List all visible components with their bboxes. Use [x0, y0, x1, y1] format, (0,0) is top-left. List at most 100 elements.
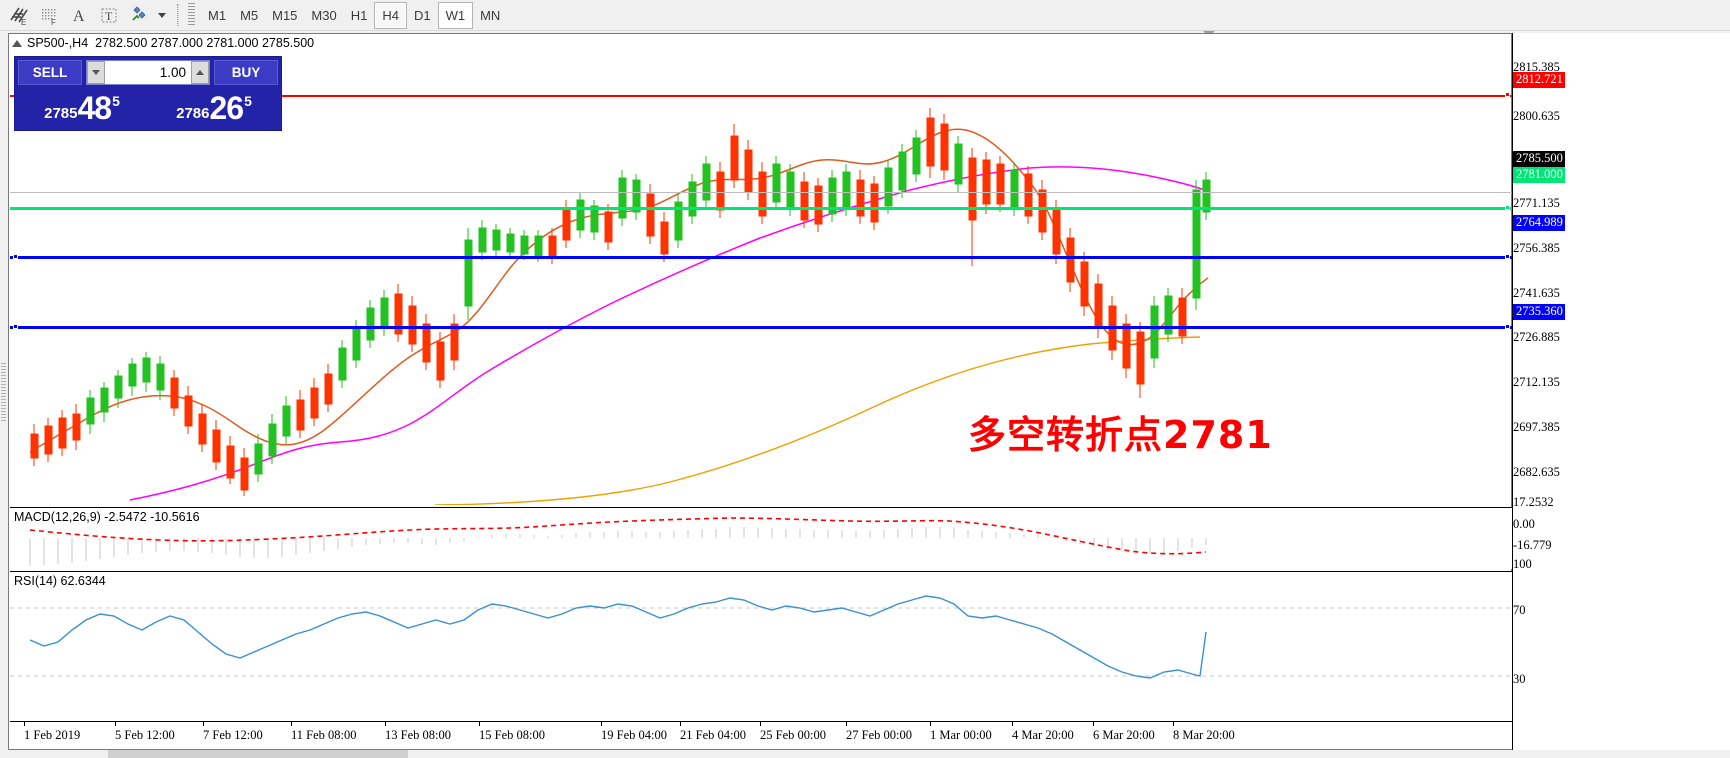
sell-price-value: 48 [77, 90, 112, 126]
timeframe-h4[interactable]: H4 [374, 1, 407, 29]
buy-price-value: 26 [209, 90, 244, 126]
timeframe-h1[interactable]: H1 [350, 7, 368, 23]
volume-increase-button[interactable] [191, 61, 209, 84]
price-tick-2712: 2712.135 [1513, 375, 1560, 389]
support-line-2735[interactable] [10, 326, 1512, 329]
time-tick [601, 722, 602, 726]
buy-button[interactable]: BUY [214, 60, 278, 85]
trade-panel-controls: SELL 1.00 BUY [15, 57, 281, 85]
macd-tick-zero: 0.00 [1513, 517, 1535, 531]
time-label-12: 6 Mar 20:00 [1093, 728, 1155, 742]
volume-input[interactable]: 1.00 [105, 61, 191, 84]
left-grip[interactable] [1, 363, 6, 423]
text-tool-icon[interactable]: A [64, 2, 94, 29]
time-tick [291, 722, 292, 726]
price-tag-2735[interactable]: 2735.360 [1513, 304, 1565, 320]
price-tick-2756: 2756.385 [1513, 241, 1560, 255]
macd-tick-min: -16.779 [1513, 538, 1552, 552]
current-price-line [10, 192, 1512, 193]
time-tick [930, 722, 931, 726]
svg-text:F: F [51, 18, 56, 26]
symbol-label: SP500-,H4 [27, 36, 89, 50]
support-line-2764-handle-left[interactable] [13, 254, 18, 259]
volume-decrease-button[interactable] [87, 61, 105, 84]
price-tag-2764[interactable]: 2764.989 [1513, 215, 1565, 231]
rsi-indicator-label: RSI(14) 62.6344 [14, 574, 106, 588]
rsi-tick-30: 30 [1513, 672, 1526, 686]
scrollbar-thumb[interactable] [108, 750, 408, 758]
chart-area[interactable]: SP500-,H4 2782.500 2787.000 2781.000 278… [8, 33, 1512, 750]
support-line-2764-handle-right[interactable] [1505, 254, 1510, 259]
price-tick-2815: 2815.385 [1513, 60, 1560, 74]
resistance-line-2812[interactable] [10, 95, 1512, 97]
timeframe-m1[interactable]: M1 [208, 7, 227, 23]
time-label-5: 15 Feb 08:00 [479, 728, 545, 742]
timeframe-w1[interactable]: W1 [437, 1, 474, 29]
time-tick [479, 722, 480, 726]
buy-price-pip: 5 [244, 93, 252, 109]
macd-indicator-label: MACD(12,26,9) -2.5472 -10.5616 [14, 510, 200, 524]
time-tick [846, 722, 847, 726]
timeframe-d1[interactable]: D1 [413, 7, 431, 23]
collapse-triangle-icon[interactable] [12, 39, 22, 47]
chart-annotation-text[interactable]: 多空转折点2781 [968, 413, 1273, 457]
time-label-11: 4 Mar 20:00 [1012, 728, 1074, 742]
timeframe-mn[interactable]: MN [480, 7, 501, 23]
buy-price-display[interactable]: 2786 26 5 [150, 87, 278, 126]
horizontal-scrollbar[interactable] [8, 750, 1730, 758]
price-tick-2741: 2741.635 [1513, 286, 1560, 300]
macd-tick-max: 17.2532 [1513, 495, 1554, 509]
time-label-9: 27 Feb 00:00 [846, 728, 912, 742]
time-label-2: 7 Feb 12:00 [203, 728, 263, 742]
time-label-0: 1 Feb 2019 [24, 728, 81, 742]
chevron-down-icon [158, 12, 166, 18]
grid-icon[interactable]: F [34, 2, 64, 29]
chevron-down-icon [92, 70, 100, 75]
time-tick [115, 722, 116, 726]
macd-svg [29, 517, 1207, 566]
indicators-icon[interactable]: E [4, 2, 34, 29]
chart-canvas[interactable]: 多空转折点2781 [10, 52, 1512, 750]
sell-button[interactable]: SELL [18, 60, 82, 85]
svg-text:E: E [21, 18, 26, 26]
one-click-trading-panel[interactable]: SELL 1.00 BUY 2785 48 5 2786 26 5 [14, 56, 282, 131]
price-tick-2726: 2726.885 [1513, 330, 1560, 344]
support-line-2735-handle-left[interactable] [13, 324, 18, 329]
time-axis[interactable]: 1 Feb 2019 5 Feb 12:00 7 Feb 12:00 11 Fe… [10, 721, 1512, 749]
support-line-2764[interactable] [10, 256, 1512, 259]
symbol-header: SP500-,H4 2782.500 2787.000 2781.000 278… [9, 34, 1511, 52]
timeframe-m15[interactable]: M15 [272, 7, 298, 23]
toolbar-grip[interactable] [188, 3, 195, 27]
resistance-line-2812-handle[interactable] [1505, 92, 1510, 97]
sell-price-display[interactable]: 2785 48 5 [18, 87, 146, 126]
time-label-8: 25 Feb 00:00 [760, 728, 826, 742]
left-edge-strip [0, 33, 8, 750]
volume-stepper[interactable]: 1.00 [86, 60, 210, 85]
rsi-svg [10, 595, 1512, 679]
sell-price-pip: 5 [112, 93, 120, 109]
timeframe-m5[interactable]: M5 [240, 7, 259, 23]
pivot-line-2781[interactable] [10, 207, 1512, 210]
price-tag-2781[interactable]: 2781.000 [1513, 167, 1565, 183]
text-label-icon[interactable]: T [94, 2, 124, 29]
time-tick [385, 722, 386, 726]
objects-dropdown-icon[interactable] [154, 2, 170, 29]
svg-text:T: T [105, 9, 113, 23]
pivot-line-2781-handle[interactable] [1505, 205, 1510, 210]
timeframe-m30[interactable]: M30 [311, 7, 337, 23]
price-tag-2812[interactable]: 2812.721 [1513, 72, 1565, 88]
time-tick [760, 722, 761, 726]
rsi-pane[interactable]: RSI(14) 62.6344 [10, 571, 1512, 722]
time-label-4: 13 Feb 08:00 [385, 728, 451, 742]
price-scale[interactable]: 2815.385 2812.721 2800.635 2785.500 2781… [1512, 33, 1730, 750]
time-tick [1173, 722, 1174, 726]
time-tick [680, 722, 681, 726]
chevron-up-icon [196, 70, 204, 75]
support-line-2735-handle-right[interactable] [1505, 324, 1510, 329]
time-label-6: 19 Feb 04:00 [601, 728, 667, 742]
time-label-1: 5 Feb 12:00 [115, 728, 175, 742]
time-label-13: 8 Mar 20:00 [1173, 728, 1235, 742]
objects-icon[interactable] [124, 2, 154, 29]
macd-pane[interactable]: MACD(12,26,9) -2.5472 -10.5616 [10, 507, 1512, 569]
